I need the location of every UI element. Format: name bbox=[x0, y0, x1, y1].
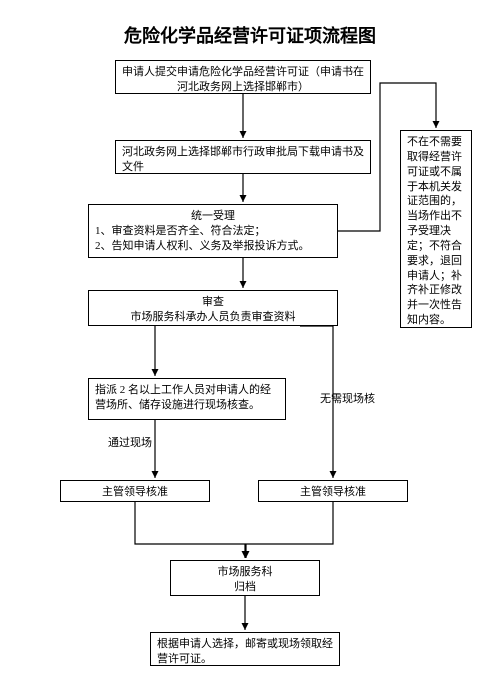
node-text: 申请人提交申请危险化学品经营许可证（申请书在河北政务网上选择邯郸市） bbox=[122, 66, 364, 93]
node-text: 河北政务网上选择邯郸市行政审批局下载申请书及文件 bbox=[122, 146, 364, 173]
node-approval-right: 主管领导核准 bbox=[258, 480, 408, 502]
node-issue-license: 根据申请人选择，邮寄或现场领取经营许可证。 bbox=[150, 632, 340, 666]
node-line: 归档 bbox=[177, 580, 313, 595]
node-unified-acceptance: 统一受理 1、审查资料是否齐全、符合法定； 2、告知申请人权利、义务及举报投诉方… bbox=[88, 204, 338, 258]
node-text: 根据申请人选择，邮寄或现场领取经营许可证。 bbox=[157, 638, 333, 665]
edge-label-pass-onsite: 通过现场 bbox=[108, 436, 152, 450]
node-line: 1、审查资料是否齐全、符合法定； bbox=[95, 224, 331, 239]
node-approval-left: 主管领导核准 bbox=[60, 480, 210, 502]
node-archive: 市场服务科 归档 bbox=[170, 560, 320, 596]
node-review: 审查 市场服务科承办人员负责审查资料 bbox=[88, 290, 338, 326]
node-line: 市场服务科 bbox=[177, 565, 313, 580]
node-line: 市场服务科承办人员负责审查资料 bbox=[95, 310, 331, 325]
node-text: 不在不需要取得经营许可证或不属于本机关发证范围的，当场作出不予受理决定；不符合要… bbox=[407, 136, 462, 326]
node-line: 2、告知申请人权利、义务及举报投诉方式。 bbox=[95, 239, 331, 254]
node-text: 主管领导核准 bbox=[102, 486, 168, 498]
node-submit-application: 申请人提交申请危险化学品经营许可证（申请书在河北政务网上选择邯郸市） bbox=[115, 60, 371, 94]
node-download-forms: 河北政务网上选择邯郸市行政审批局下载申请书及文件 bbox=[115, 140, 371, 174]
node-onsite-inspection: 指派 2 名以上工作人员对申请人的经营场所、储存设施进行现场核查。 bbox=[88, 378, 286, 420]
node-rejection-notice: 不在不需要取得经营许可证或不属于本机关发证范围的，当场作出不予受理决定；不符合要… bbox=[400, 130, 472, 328]
node-subtitle: 统一受理 bbox=[95, 209, 331, 224]
node-text: 主管领导核准 bbox=[300, 486, 366, 498]
page-title: 危险化学品经营许可证项流程图 bbox=[0, 22, 500, 48]
edge-label-no-onsite: 无需现场核 bbox=[320, 392, 375, 406]
node-text: 指派 2 名以上工作人员对申请人的经营场所、储存设施进行现场核查。 bbox=[95, 384, 271, 411]
node-subtitle: 审查 bbox=[95, 295, 331, 310]
